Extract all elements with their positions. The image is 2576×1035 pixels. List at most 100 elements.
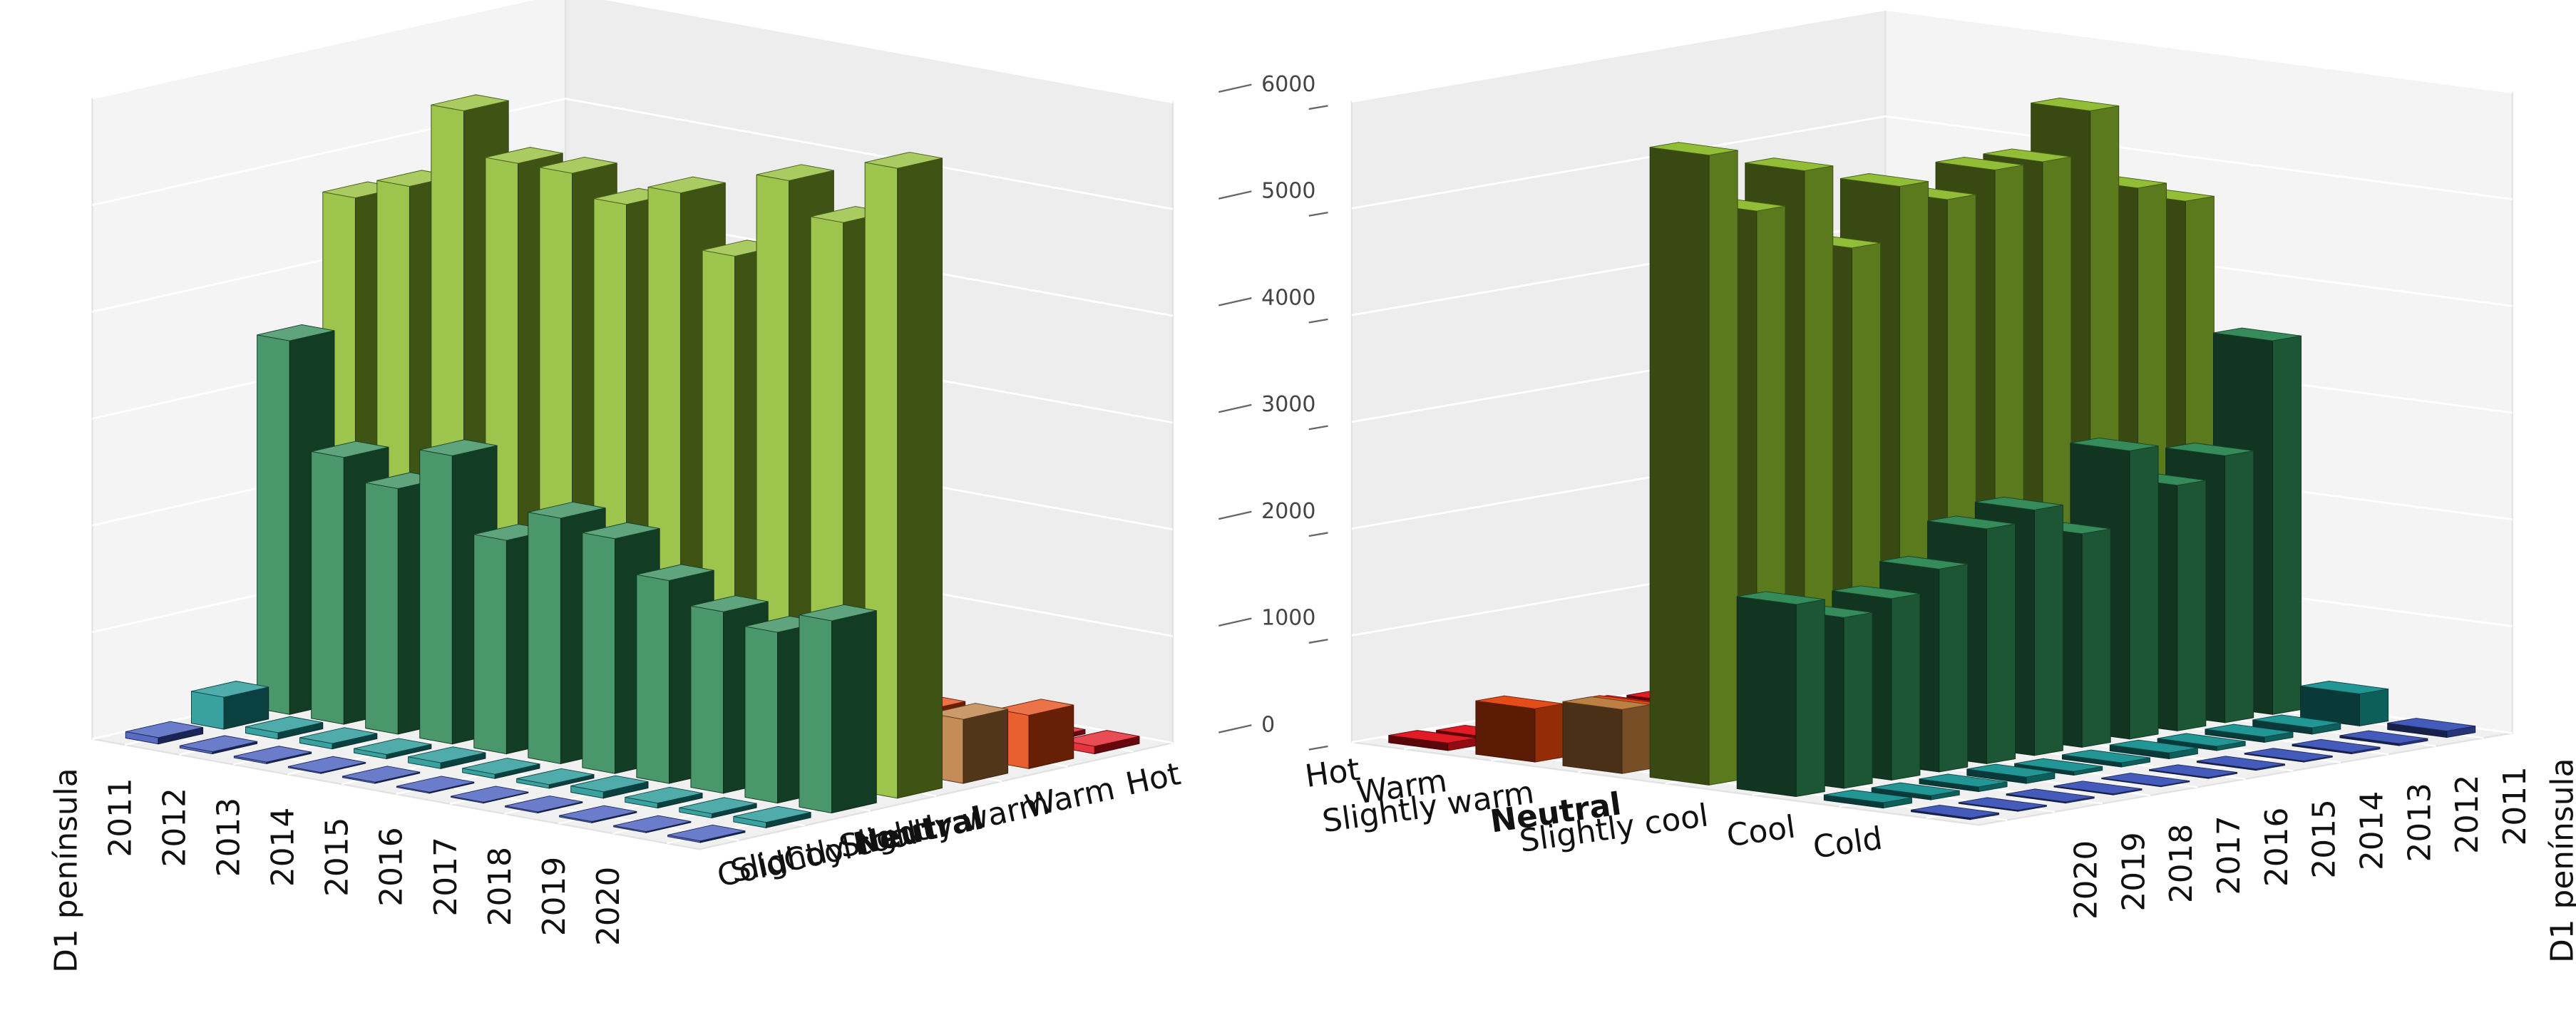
class-label: Cool [1725,809,1797,855]
bar-top [539,156,617,174]
z-tick [1308,639,1328,644]
bar [625,786,703,809]
bar-front [963,709,1009,784]
bar-top [2244,748,2333,761]
bar-side [1986,523,2016,764]
z-tick [1308,105,1328,110]
bar-side [190,691,225,730]
bar [2062,749,2150,768]
bar-top [342,766,420,783]
bar-top [930,703,1008,720]
bar-side [744,626,779,804]
z-tick [1308,211,1328,217]
z-tick [1218,190,1252,200]
bar-top [636,564,714,581]
z-tick-label: 6000 [1261,72,1315,97]
year-label: D1 península [48,768,84,972]
bar-top [2197,756,2285,770]
z-tick-label: 3000 [1261,392,1315,417]
bar [125,721,204,745]
bar-top [2053,781,2143,795]
bar-top [2205,724,2294,738]
bar-front [1736,596,1797,798]
bar-top [1824,789,1912,803]
bar [613,815,692,833]
year-label: 2018 [2163,824,2200,903]
bar-top [1879,555,1968,570]
year-label: 2019 [2115,832,2152,911]
year-label: 2018 [482,847,518,926]
bar-side [528,512,561,764]
z-tick-label: 4000 [1261,285,1315,310]
bar-side [473,534,507,755]
bar-top [408,746,486,763]
bar-top [2387,718,2475,732]
bar-side [2177,480,2207,731]
year-label: 2012 [157,788,193,867]
bar [354,738,432,760]
bar-front [831,610,877,814]
bar-top [570,775,649,793]
bar-side [1939,563,1969,773]
bar-top [996,699,1074,716]
bar [2006,788,2095,804]
bar [287,756,366,774]
z-tick [1308,745,1328,751]
bar-side [1795,599,1825,798]
bar-side [582,532,615,774]
bar-top [1935,156,2024,170]
year-label: 2012 [2449,775,2485,854]
bar-top [613,815,692,833]
bar-top [299,727,377,744]
bar [505,795,583,814]
bar [408,746,486,769]
bar-side [2272,335,2302,715]
bar-top [1745,158,1833,172]
bar [2157,733,2246,751]
class-label: Hot [1303,751,1362,795]
year-label: 2014 [265,808,302,887]
bar-side [2081,528,2111,748]
bar-top [1966,763,2055,778]
bar-top [1475,695,1564,709]
grid-line [92,98,1173,210]
bar-side [636,574,669,784]
bar-top [451,786,528,803]
bar-front [1028,704,1074,769]
bar-top [257,324,335,341]
bar-top [582,522,660,540]
class-label: Cold [1811,820,1884,866]
z-tick [1218,297,1252,307]
bar-top [462,758,540,775]
bar-top [667,824,746,842]
bar-side [1621,704,1651,774]
bar-top [180,735,257,753]
z-tick [1308,532,1328,537]
bar-top [1872,782,1960,796]
bar-top [2101,773,2190,786]
year-label: 2017 [2211,815,2247,895]
year-label: 2017 [428,837,464,916]
bar-top [1927,515,2016,530]
bar-top [245,716,323,733]
bar-side [690,605,724,794]
bar [1475,695,1564,763]
bar-side [365,482,399,735]
bar-top [396,776,474,793]
bar-top [1911,805,1999,818]
bar-top [2062,749,2150,763]
bar [2014,758,2103,776]
z-tick [1308,425,1328,431]
bar-top [2157,733,2246,747]
year-label: 2014 [2354,791,2390,870]
bar-top [288,756,366,773]
bar-side [1843,612,1873,789]
year-label: 2016 [2259,808,2295,887]
bar-side [311,450,344,725]
bar-side [2359,689,2389,726]
bar-top [311,441,389,458]
bar-top [865,152,943,169]
grid-line [92,0,1173,103]
bar [570,775,649,799]
bar-top [679,797,757,814]
